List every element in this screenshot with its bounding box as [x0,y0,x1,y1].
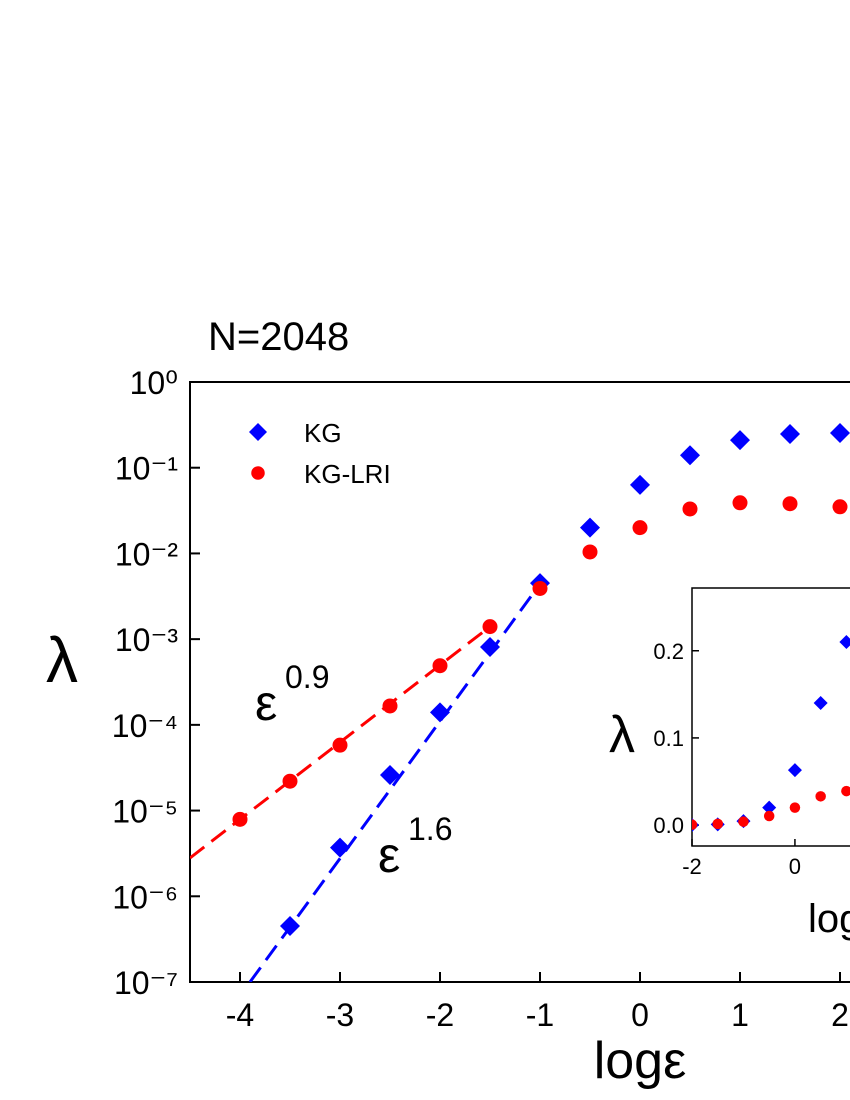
x-tick-label: -3 [326,997,354,1033]
inset-marker [839,635,850,650]
inset-marker [763,810,775,822]
inset-plot-area [584,635,850,832]
inset-marker [813,696,828,711]
inset-marker [815,791,826,802]
inset-y-tick-label: 0.1 [653,726,684,751]
marker-circle [282,773,298,789]
marker-diamond [430,702,450,723]
y-tick-label: 10⁻³ [115,622,178,658]
marker-diamond [480,636,500,657]
plot-area [190,423,850,982]
inset-marker [692,819,698,830]
inset-frame [691,587,850,847]
marker-diamond [730,430,750,451]
marker-diamond [380,765,400,786]
fit-label: ε [378,827,400,883]
legend-label: KG [304,418,342,448]
marker-circle [482,619,498,635]
y-tick-label: 10⁻¹ [115,451,178,487]
marker-diamond [330,837,350,858]
inset-y-tick-label: 0.0 [653,813,684,838]
chart-title: N=2048 [208,315,349,359]
y-tick-label: 10⁻⁵ [112,794,178,830]
axis-frame [189,381,850,983]
x-tick-label: 0 [631,997,649,1033]
y-tick-label: 10⁰ [130,365,178,401]
y-tick-label: 10⁻⁶ [112,879,178,915]
marker-diamond [830,423,850,444]
inset-marker [634,818,648,832]
inset-marker [584,820,595,831]
marker-diamond [580,517,600,538]
y-tick-label: 10⁻⁷ [114,965,178,1001]
x-tick-label: 1 [731,997,749,1033]
x-tick-label: -4 [226,997,254,1033]
x-tick-label: -1 [526,997,554,1033]
inset-y-tick-label: 0.2 [653,639,684,664]
inset-y-label: λ [609,706,635,764]
marker-circle [732,495,748,511]
fit-label: ε [255,675,277,731]
marker-circle [632,520,648,536]
y-tick-label: 10⁻² [115,536,178,572]
marker-circle [382,698,398,714]
marker-circle [682,501,698,517]
marker-circle [432,658,448,674]
marker-diamond [280,916,300,937]
inset-marker [610,820,621,831]
fit-exponent: 0.9 [285,659,329,695]
inset-marker [608,818,622,832]
legend-label: KG-LRI [304,459,391,489]
inset-marker [738,816,749,827]
inset-marker [712,818,723,830]
legend-marker [251,466,265,480]
y-tick-label: 10⁻⁴ [112,708,178,744]
marker-circle [832,499,848,515]
marker-diamond [630,474,650,495]
marker-circle [582,544,598,560]
inset-marker [762,800,777,815]
marker-circle [532,580,548,596]
inset-x-tick-label: -2 [682,854,702,879]
marker-circle [332,737,348,753]
inset-x-label: logε [808,897,850,941]
inset-x-tick-label: 0 [789,854,801,879]
x-tick-label: 2 [831,997,849,1033]
x-tick-label: -2 [426,997,454,1033]
marker-diamond [780,424,800,445]
inset-marker [635,820,646,831]
fit-exponent: 1.6 [408,811,452,847]
inset-marker [787,763,802,778]
marker-diamond [680,445,700,466]
marker-circle [782,496,798,512]
legend-marker [249,423,267,441]
marker-circle [232,811,248,827]
x-axis-label: logε [594,1032,687,1090]
y-axis-label: λ [46,624,78,696]
inset-marker [841,785,850,797]
inset-marker [789,802,801,813]
